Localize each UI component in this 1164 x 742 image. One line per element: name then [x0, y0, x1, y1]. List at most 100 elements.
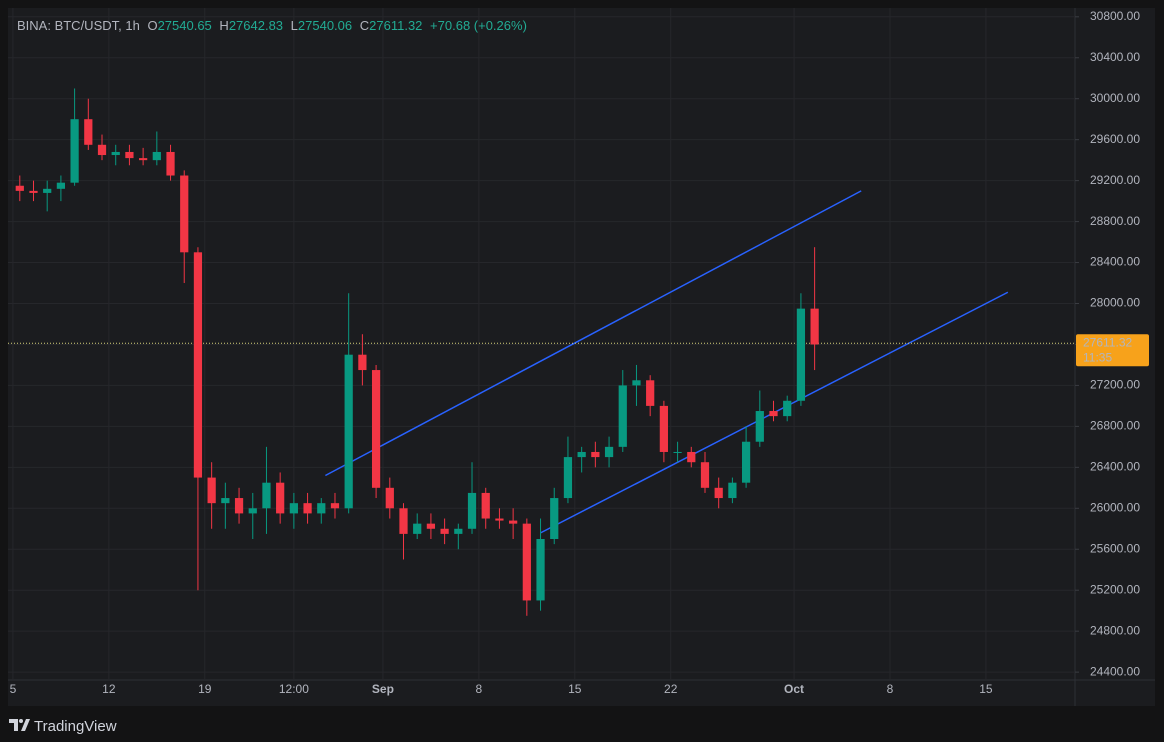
y-tick-label: 26000.00: [1090, 500, 1140, 514]
candle-body: [15, 185, 24, 191]
candle-body: [276, 482, 285, 514]
candle-body: [193, 252, 203, 478]
candle-body: [358, 354, 367, 371]
candle-body: [139, 158, 148, 161]
candle-body: [810, 308, 819, 345]
trend-line: [325, 190, 862, 477]
candle-body: [495, 518, 504, 521]
candle-body: [454, 528, 463, 534]
candle-body: [29, 190, 38, 193]
candle-body: [509, 520, 518, 524]
y-tick-label: 30800.00: [1090, 9, 1140, 23]
x-tick-label: Oct: [784, 682, 804, 696]
candle-body: [618, 385, 627, 447]
candle-body: [84, 119, 93, 145]
candle-body: [550, 498, 559, 540]
candle-body: [632, 380, 641, 386]
candle-body: [207, 477, 216, 504]
candle-body: [536, 539, 545, 601]
candle-body: [481, 492, 490, 519]
y-tick-label: 26400.00: [1090, 460, 1140, 474]
candle-body: [604, 446, 614, 458]
candle-body: [659, 405, 668, 452]
countdown-label: 11:35: [1083, 350, 1112, 364]
candle-body: [728, 482, 737, 499]
low-label: L: [291, 18, 298, 33]
candle-body: [70, 119, 79, 183]
candle-body: [714, 487, 723, 499]
x-tick-label: 12:00: [279, 682, 309, 696]
high-label: H: [219, 18, 228, 33]
x-tick-label: 19: [198, 682, 212, 696]
x-tick-label: 15: [568, 682, 582, 696]
candle-body: [783, 400, 792, 417]
candle-body: [344, 354, 353, 509]
x-tick-label: 15: [979, 682, 993, 696]
last-price-box: [1076, 334, 1149, 367]
y-tick-label: 29200.00: [1090, 173, 1140, 187]
x-tick-label: 8: [887, 682, 894, 696]
y-tick-label: 25200.00: [1090, 582, 1140, 596]
candle-body: [330, 503, 340, 509]
candle-body: [563, 457, 573, 499]
candles: [15, 88, 819, 616]
last-price-label: 27611.32: [1083, 335, 1132, 349]
candle-body: [700, 462, 710, 488]
candle-body: [371, 370, 381, 488]
y-tick-label: 25600.00: [1090, 541, 1140, 555]
candle-body: [399, 508, 408, 534]
candle-body: [152, 151, 161, 161]
y-tick-label: 27200.00: [1090, 378, 1140, 392]
high-value: 27642.83: [229, 18, 283, 33]
brand-name: TradingView: [34, 718, 117, 735]
candle-body: [234, 498, 244, 514]
y-tick-label: 29600.00: [1090, 132, 1140, 146]
close-label: C: [360, 18, 369, 33]
candle-body: [591, 451, 600, 458]
candle-body: [56, 182, 66, 189]
candle-body: [796, 308, 806, 401]
candle-body: [440, 528, 449, 534]
y-tick-label: 24800.00: [1090, 623, 1140, 637]
candle-body: [317, 503, 326, 514]
open-label: O: [147, 18, 157, 33]
candle-body: [755, 411, 764, 442]
candle-body: [111, 151, 120, 156]
candle-body: [248, 508, 257, 514]
y-tick-label: 26800.00: [1090, 419, 1140, 433]
candle-body: [769, 411, 778, 417]
candle-body: [180, 175, 189, 253]
logo-dot: [19, 719, 23, 723]
grid: [8, 8, 1075, 680]
logo-icon: [9, 719, 30, 731]
candle-body: [221, 498, 230, 504]
candle-body: [426, 523, 436, 529]
legend-header: BINA: BTC/USDT, 1h O27540.65 H27642.83 L…: [17, 18, 527, 33]
x-tick-label: Sep: [372, 682, 394, 696]
candle-body: [262, 482, 271, 509]
candle-body: [687, 451, 696, 463]
candle-body: [97, 144, 107, 156]
candle-body: [741, 441, 751, 483]
change-value: +70.68 (+0.26%): [430, 18, 527, 33]
price-axis: 24400.00 24800.00 25200.00 25600.00 26000.00…: [1075, 9, 1149, 678]
y-tick-label: 30000.00: [1090, 91, 1140, 105]
x-tick-label: 12: [102, 682, 116, 696]
candle-body: [289, 503, 298, 514]
y-tick-label: 28800.00: [1090, 214, 1140, 228]
low-value: 27540.06: [298, 18, 352, 33]
candle-body: [577, 451, 586, 458]
tradingview-logo[interactable]: TradingView: [9, 718, 117, 735]
candle-body: [646, 380, 655, 406]
close-value: 27611.32: [369, 18, 422, 33]
candle-body: [385, 487, 394, 509]
candle-body: [43, 188, 52, 193]
candle-body: [125, 151, 134, 159]
candle-body: [522, 523, 531, 601]
x-tick-label: 22: [664, 682, 678, 696]
symbol: BINA: BTC/USDT, 1h: [17, 18, 140, 33]
candle-body: [166, 151, 175, 176]
y-tick-label: 28400.00: [1090, 255, 1140, 269]
